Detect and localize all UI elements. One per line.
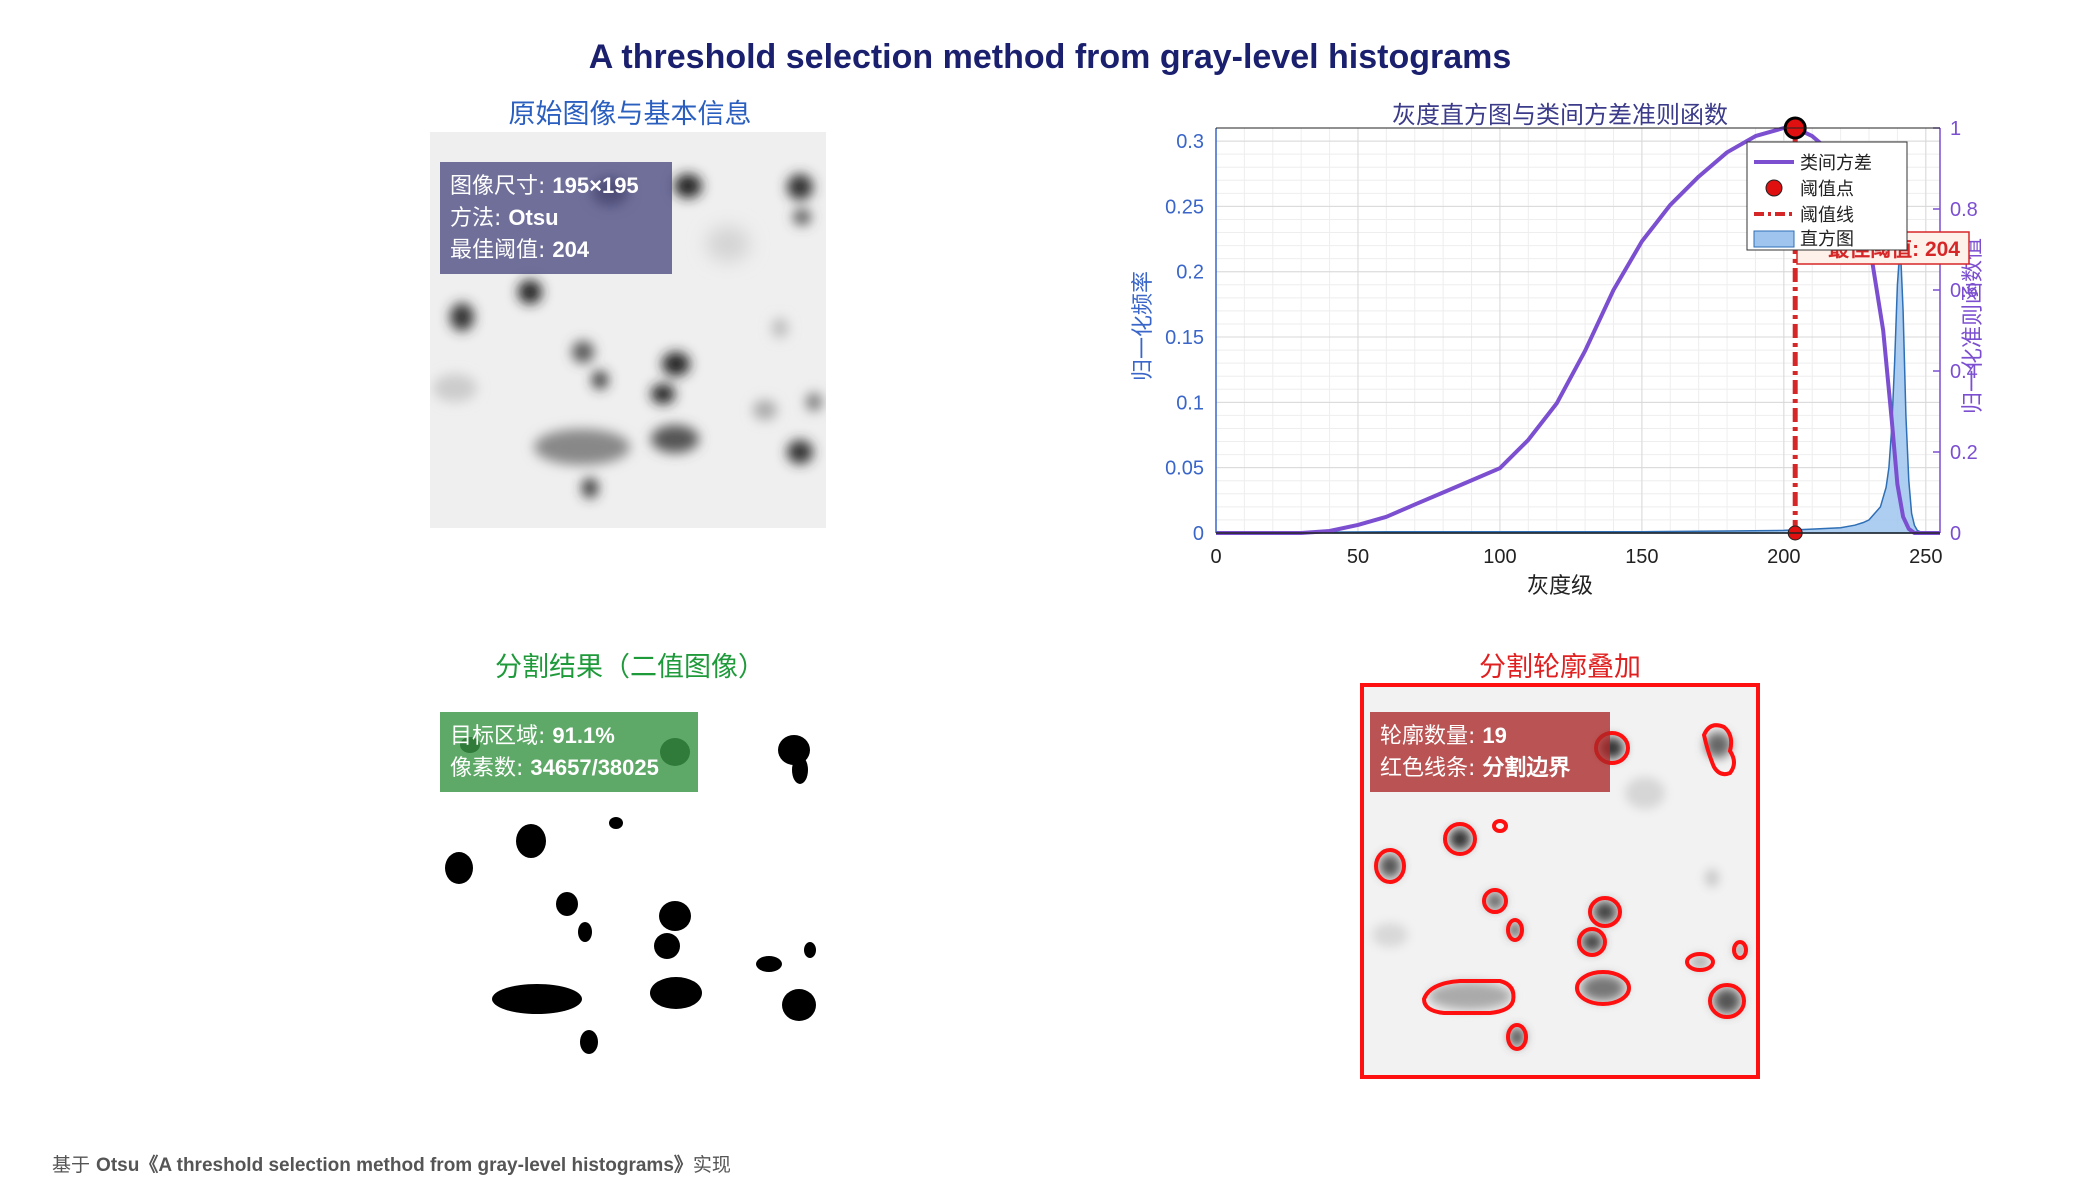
axes-layer: 0 50 100 150 200 250 0 0.05 0.1 0.15 0.2 0.25 0.3 0 0.… (1165, 118, 1978, 568)
x-tick-label: 250 (1909, 546, 1942, 568)
x-tick-label: 100 (1483, 546, 1516, 568)
x-tick-label: 0 (1210, 546, 1221, 568)
histogram-chart: 灰度直方图与类间方差准则函数 0 50 100 150 200 250 0 0.05 0.1 0.… (1131, 101, 1986, 599)
binary-panel-title: 分割结果（二值图像） (495, 652, 765, 683)
y-tick-label-left: 0.15 (1165, 327, 1204, 349)
info-label: 轮廓数量: (1380, 724, 1483, 749)
histogram-area (1215, 245, 1940, 534)
chart-title: 灰度直方图与类间方差准则函数 (1392, 101, 1728, 129)
info-label: 图像尺寸: (450, 174, 553, 199)
info-label: 目标区域: (450, 724, 553, 749)
y-tick-label-left: 0.2 (1176, 262, 1204, 284)
info-label: 方法: (450, 206, 509, 231)
legend-label: 类间方差 (1800, 153, 1872, 174)
y-axis-label-right: 归一化准则函数值 (1961, 238, 1986, 414)
contour-info-box: 轮廓数量: 19 红色线条: 分割边界 (1370, 712, 1610, 792)
legend-item-threshold-line: 阈值线 (1754, 205, 1854, 226)
y-tick-label-left: 0.3 (1176, 131, 1204, 153)
y-tick-label-right: 0.4 (1950, 361, 1978, 383)
y-tick-label-left: 0.25 (1165, 196, 1204, 218)
footer-note: 基于 Otsu《A threshold selection method fro… (52, 1150, 731, 1177)
y-tick-label-right: 0 (1950, 523, 1961, 545)
main-title: A threshold selection method from gray-l… (588, 38, 1512, 76)
info-value: 34657/38025 (530, 755, 659, 780)
x-tick-label: 200 (1767, 546, 1800, 568)
variance-curve (1216, 126, 1940, 535)
x-axis-label: 灰度级 (1527, 574, 1593, 599)
y-axis-label-left: 归一化频率 (1131, 271, 1156, 381)
legend-label: 直方图 (1800, 229, 1854, 250)
info-value: Otsu (508, 205, 559, 230)
info-label: 最佳阈值: (450, 238, 553, 263)
info-value: 91.1% (552, 723, 615, 748)
y-tick-label-left: 0.05 (1165, 458, 1204, 480)
footer-suffix: 实现 (692, 1154, 731, 1176)
y-tick-label-right: 0.2 (1950, 442, 1978, 464)
y-tick-label-left: 0.1 (1176, 392, 1204, 414)
contour-panel-title: 分割轮廓叠加 (1479, 652, 1641, 683)
x-tick-label: 50 (1347, 546, 1369, 568)
original-info-box: 图像尺寸: 195×195 方法: Otsu 最佳阈值: 204 (440, 162, 672, 274)
info-value: 19 (1482, 723, 1507, 748)
variance-curve-layer (1216, 126, 1940, 535)
original-panel-title: 原始图像与基本信息 (508, 99, 752, 130)
legend-label: 阈值点 (1800, 179, 1854, 200)
histogram-layer (1215, 245, 1940, 534)
legend-item-threshold-point: 阈值点 (1765, 179, 1854, 200)
x-tick-label: 150 (1625, 546, 1658, 568)
info-label: 红色线条: (1380, 756, 1483, 781)
footer-prefix: 基于 (52, 1154, 97, 1176)
footer-bold: Otsu《A threshold selection method from g… (96, 1155, 693, 1176)
legend-item-histogram: 直方图 (1753, 229, 1854, 250)
y-tick-label-left: 0 (1193, 523, 1204, 545)
info-value: 分割边界 (1482, 755, 1571, 780)
y-tick-label-right: 0.8 (1950, 199, 1978, 221)
info-value: 195×195 (552, 173, 639, 198)
y-tick-label-right: 1 (1950, 118, 1961, 140)
legend-item-variance: 类间方差 (1754, 153, 1872, 174)
info-value: 204 (552, 237, 590, 262)
legend-label: 阈值线 (1800, 205, 1854, 226)
legend: 类间方差 阈值点 阈值线 直方图 (1746, 141, 1908, 251)
binary-info-box: 目标区域: 91.1% 像素数: 34657/38025 (440, 712, 698, 792)
info-label: 像素数: (450, 756, 531, 781)
y-tick-label-right: 0.6 (1950, 280, 1978, 302)
